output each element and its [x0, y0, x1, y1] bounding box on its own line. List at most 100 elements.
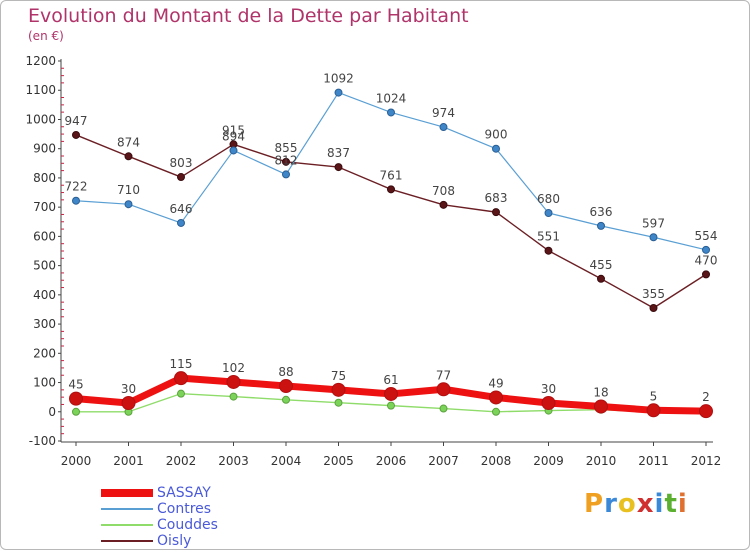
brand-letter: t: [664, 489, 678, 519]
point-contres: [597, 221, 605, 230]
series-layer: [69, 88, 713, 419]
legend-swatch: [101, 489, 153, 497]
point-oisly: [177, 173, 185, 182]
data-label-oisly: 551: [537, 230, 560, 244]
legend-swatch: [101, 540, 153, 542]
data-label-sassay: 88: [278, 365, 293, 379]
y-tick-label: 100: [33, 376, 56, 390]
x-tick-label: 2009: [533, 454, 564, 468]
point-oisly: [544, 246, 553, 255]
point-contres: [124, 200, 133, 209]
x-tick-label: 2003: [218, 454, 249, 468]
point-oisly: [124, 152, 133, 161]
point-oisly: [282, 157, 290, 166]
point-contres: [492, 144, 500, 153]
point-contres: [387, 108, 395, 117]
data-label-sassay: 5: [650, 389, 658, 403]
data-label-sassay: 45: [68, 378, 83, 392]
x-tick-label: 2000: [61, 454, 92, 468]
y-tick-label: 0: [48, 405, 56, 419]
point-couddes: [334, 398, 343, 407]
point-contres: [229, 146, 238, 155]
point-oisly: [387, 185, 395, 194]
point-contres: [334, 88, 343, 97]
point-couddes: [229, 392, 238, 401]
brand-letter: i: [677, 489, 688, 519]
y-tick-label: 700: [33, 200, 56, 214]
data-label-oisly: 355: [642, 287, 665, 301]
brand-letter: r: [604, 489, 618, 519]
data-label-contres: 722: [65, 180, 88, 194]
point-sassay: [541, 396, 556, 410]
point-sassay: [279, 379, 293, 394]
point-sassay: [489, 390, 503, 405]
data-label-oisly: 837: [327, 146, 350, 160]
x-tick-label: 2012: [691, 454, 722, 468]
data-label-contres: 894: [222, 129, 245, 143]
axes: -100 0 100 200 300 400 500 600 700 800 900 1000 1100…: [25, 54, 721, 468]
point-oisly: [72, 130, 80, 139]
legend-swatch: [101, 508, 153, 510]
data-label-sassay: 75: [331, 369, 346, 383]
y-tick-label: 400: [33, 288, 56, 302]
data-label-contres: 900: [485, 128, 508, 142]
point-contres: [72, 196, 80, 205]
data-label-contres: 554: [695, 229, 718, 243]
point-oisly: [597, 274, 605, 283]
point-couddes: [177, 389, 185, 398]
point-oisly: [492, 208, 500, 217]
point-oisly: [702, 270, 710, 279]
data-label-oisly: 947: [65, 114, 88, 128]
x-tick-label: 2004: [271, 454, 302, 468]
chart-subtitle: (en €): [28, 29, 64, 43]
data-label-sassay: 30: [121, 382, 136, 396]
data-label-sassay: 115: [170, 357, 193, 371]
x-tick-label: 2010: [586, 454, 617, 468]
point-oisly: [649, 304, 658, 312]
brand-letter: x: [636, 489, 655, 519]
data-label-contres: 1092: [323, 72, 354, 86]
data-label-contres: 1024: [376, 91, 407, 105]
point-sassay: [594, 399, 608, 414]
data-label-oisly: 874: [117, 135, 140, 149]
point-sassay: [331, 382, 346, 397]
data-label-contres: 974: [432, 106, 455, 120]
point-couddes: [387, 401, 395, 410]
y-tick-label: 500: [33, 259, 56, 273]
x-tick-label: 2002: [166, 454, 197, 468]
chart-title: Evolution du Montant de la Dette par Hab…: [28, 5, 469, 27]
data-label-oisly: 915: [222, 123, 245, 137]
data-label-contres: 597: [642, 216, 665, 230]
y-tick-label: 300: [33, 317, 56, 331]
data-label-sassay: 102: [222, 361, 245, 375]
y-tick-label: 800: [33, 171, 56, 185]
point-sassay: [384, 386, 398, 401]
point-sassay: [226, 374, 241, 389]
y-tick-label: -100: [29, 434, 56, 448]
point-contres: [439, 123, 448, 132]
data-label-contres: 812: [275, 153, 298, 167]
brand-letter: i: [654, 489, 665, 519]
y-tick-label: 1000: [25, 112, 56, 126]
legend-label: SASSAY: [157, 485, 211, 501]
y-tick-label: 200: [33, 346, 56, 360]
data-label-sassay: 77: [436, 368, 451, 382]
x-tick-label: 2008: [481, 454, 512, 468]
point-couddes: [492, 407, 500, 416]
point-sassay: [174, 371, 188, 386]
data-label-sassay: 18: [593, 386, 608, 400]
x-tick-label: 2005: [323, 454, 354, 468]
data-label-sassay: 49: [488, 376, 503, 390]
x-tick-label: 2001: [113, 454, 144, 468]
data-label-sassay: 2: [702, 390, 710, 404]
data-label-oisly: 855: [275, 141, 298, 155]
data-label-contres: 646: [170, 202, 193, 216]
data-label-oisly: 683: [485, 191, 508, 205]
point-contres: [702, 245, 710, 254]
brand-logo: Proxiti: [584, 489, 688, 519]
data-label-contres: 710: [117, 183, 140, 197]
point-sassay: [699, 404, 713, 419]
data-label-oisly: 455: [590, 258, 613, 272]
